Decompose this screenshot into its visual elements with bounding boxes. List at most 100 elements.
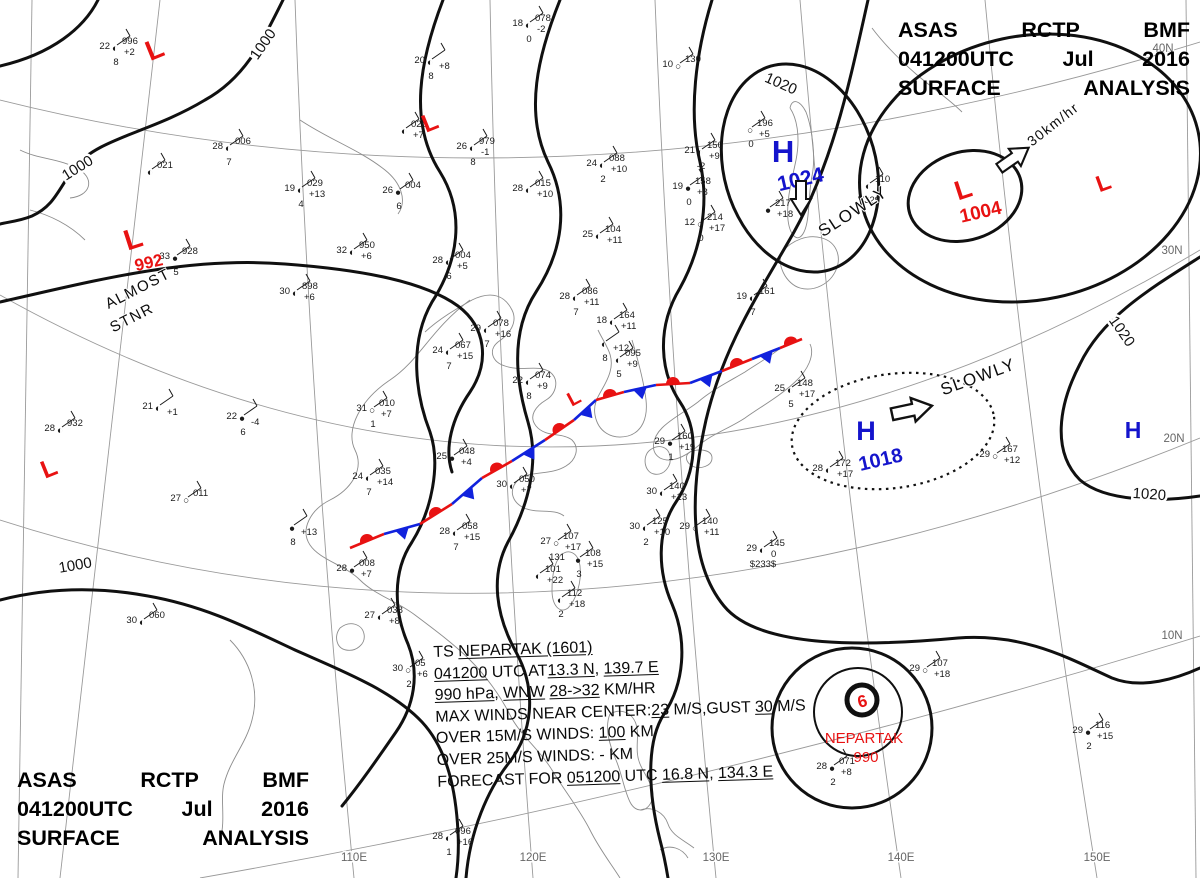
station-extra: 7 — [226, 157, 231, 168]
station-extra: 2 — [1086, 741, 1091, 752]
station-pressure: 172 — [835, 458, 851, 469]
wind-barb-icon — [513, 466, 528, 484]
low-center-symbol: L — [120, 221, 147, 257]
storm-info-text: 139.7 E — [603, 658, 659, 678]
station-change: +5 — [759, 129, 770, 140]
station-pressure: 196 — [757, 118, 773, 129]
station-pressure: 125 — [652, 516, 668, 527]
station-pressure: 008 — [359, 558, 375, 569]
station-temp: 22 — [226, 411, 237, 422]
station-temp: 30 — [629, 521, 640, 532]
station-change: +18 — [777, 209, 793, 220]
low-center-symbol: L — [1092, 168, 1114, 197]
station-plot: ○29 107+18 — [909, 650, 950, 680]
station-temp: 27 — [364, 610, 375, 621]
storm-info-text: NEPARTAK (1601) — [457, 638, 593, 661]
station-extra: 7 — [453, 542, 458, 553]
station-temp: 29 — [979, 449, 990, 460]
station-pressure: 217 — [775, 198, 791, 209]
station-change: +8 — [697, 187, 708, 198]
cloud-cover-icon: ◐ — [659, 489, 665, 500]
wind-barb-icon — [456, 513, 471, 531]
station-change: +10 — [537, 189, 553, 200]
isobar-label: 1020 — [1132, 485, 1166, 504]
station-change: +11 — [704, 527, 719, 538]
title-word: SURFACE — [898, 76, 1001, 101]
cloud-cover-icon: ○ — [675, 62, 681, 73]
cloud-cover-icon: ● — [765, 206, 771, 217]
station-pressure: 160 — [677, 431, 693, 442]
wind-barb-icon — [833, 748, 848, 766]
station-pressure: 058 — [462, 521, 478, 532]
low-center-symbol: L — [141, 32, 168, 67]
cloud-cover-icon: ◐ — [445, 258, 451, 269]
grid-label: 120E — [520, 852, 547, 864]
station-extra: 8 — [113, 57, 118, 68]
pressure-value: 1018 — [856, 444, 904, 475]
station-temp: 29 — [470, 323, 481, 334]
cloud-cover-icon: ○ — [369, 406, 375, 417]
title-word: Jul — [1062, 47, 1094, 72]
station-pressure: 104 — [605, 224, 621, 235]
station-plot: ◐32 950+6 — [336, 232, 375, 262]
station-pressure: 004 — [455, 250, 471, 261]
station-change: -1 — [481, 147, 489, 158]
station-plot: ◐24 088+10 2 — [586, 145, 627, 185]
station-extra: 6 — [240, 427, 245, 438]
station-plot: ◐ 021 — [147, 152, 173, 179]
cloud-cover-icon: ◐ — [535, 572, 541, 583]
cloud-cover-icon: ◐ — [401, 127, 407, 138]
title-word: BMF — [1143, 18, 1190, 42]
station-change: +15 — [587, 559, 603, 570]
cloud-cover-icon: ● — [685, 184, 691, 195]
station-temp: 27 — [540, 536, 551, 547]
station-change: +18 — [569, 599, 585, 610]
cloud-cover-icon: ◐ — [155, 404, 161, 415]
station-pressure: 074 — [535, 370, 551, 381]
storm-info-text: WNW — [502, 683, 546, 703]
wind-barb-icon — [646, 508, 661, 526]
title-line: ASAS RCTP BMF — [17, 766, 309, 795]
station-temp: 28 — [44, 423, 55, 434]
station-change: +15 — [464, 532, 480, 543]
station-plot: ○ 196+5 0 — [747, 110, 773, 150]
station-plot: ◐20 +8 8 — [414, 42, 450, 82]
annotation-text: SLOWLY — [815, 182, 891, 241]
station-pressure: 010 — [379, 398, 395, 409]
station-extra: 7 — [750, 307, 755, 318]
cloud-cover-icon: ◐ — [365, 474, 371, 485]
isobar-label: 1020 — [762, 69, 799, 98]
station-temp: 21 — [684, 145, 695, 156]
station-pressure: 108 — [585, 548, 601, 559]
wind-barb-icon — [753, 278, 768, 296]
cloud-cover-icon: ◐ — [572, 294, 578, 305]
station-change: +12 — [1004, 455, 1020, 466]
station-plot: ◐22 074+9 8 — [512, 362, 551, 402]
station-plot: ◐ 101+22 — [535, 556, 563, 586]
wind-barb-icon — [473, 128, 488, 146]
station-extra: 2 — [830, 777, 835, 788]
warm-pip-icon — [730, 358, 744, 368]
station-pressure: 158 — [695, 176, 711, 187]
station-plot: ◐19 029+13 4 — [284, 170, 325, 210]
station-extra: 0 — [748, 139, 753, 150]
title-line: 041200UTC Jul 2016 — [17, 795, 309, 824]
station-pressure: 004 — [405, 180, 421, 191]
station-plot: ◐19 161 7 — [736, 278, 775, 318]
station-pressure: 020 — [411, 119, 427, 130]
station-change: +6 — [304, 292, 315, 303]
station-plot: ◐28 004+5 6 — [432, 242, 471, 282]
station-extra: 6 — [446, 271, 451, 282]
station-pressure: 928 — [182, 246, 198, 257]
station-extra: 2 — [558, 609, 563, 620]
station-extra: 0 — [686, 197, 691, 208]
station-change: +13 — [309, 189, 325, 200]
station-plot: ◐21 150+9 -2 — [684, 132, 723, 172]
station-change: +9 — [537, 381, 548, 392]
station-change: -2 — [537, 24, 545, 35]
station-extra: $233$ — [750, 559, 777, 570]
isobar-label: 1000 — [57, 554, 93, 577]
station-temp: 28 — [439, 526, 450, 537]
